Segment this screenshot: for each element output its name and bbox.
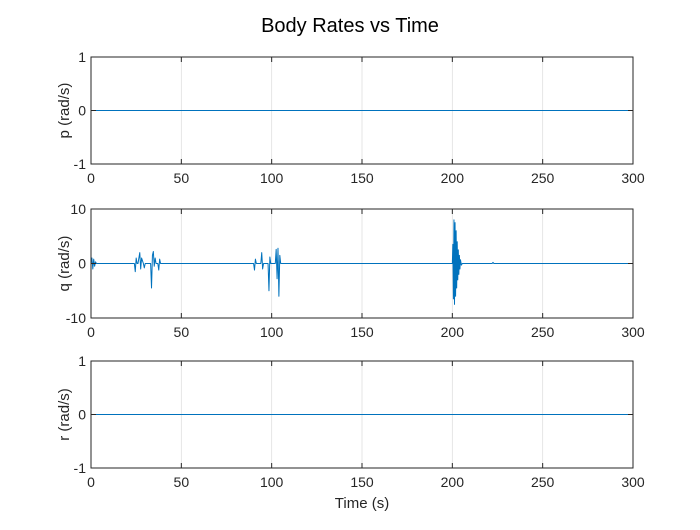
subplot-3-xtick-label-4: 200 [441,474,465,490]
subplot-3-ytick-label-1: 0 [78,407,86,423]
subplot-1-xtick-label-5: 250 [531,170,555,186]
subplot-3-xtick-label-5: 250 [531,474,555,490]
subplot-2-xtick-label-5: 250 [531,324,555,340]
subplot-2-xtick-label-2: 100 [260,324,284,340]
subplot-2-xtick-label-1: 50 [174,324,190,340]
subplot-1-xtick-label-1: 50 [174,170,190,186]
subplot-3-xtick-label-0: 0 [87,474,95,490]
subplot-3-xtick-label-6: 300 [621,474,645,490]
subplot-1-ytick-label-0: -1 [74,156,87,172]
subplot-3-xlabel: Time (s) [335,495,389,512]
subplot-1-ytick-label-1: 0 [78,103,86,119]
subplot-3-xtick-label-1: 50 [174,474,190,490]
figure-title: Body Rates vs Time [261,15,439,37]
subplot-2-xtick-label-3: 150 [350,324,374,340]
subplot-3-xtick-label-2: 100 [260,474,284,490]
subplot-1-ylabel: p (rad/s) [56,83,73,139]
subplot-1-xtick-label-2: 100 [260,170,284,186]
subplot-3-ytick-label-2: 1 [78,353,86,369]
subplot-3-xtick-label-3: 150 [350,474,374,490]
subplot-2-series-1-line [90,219,633,305]
subplot-2-xtick-label-6: 300 [621,324,645,340]
subplot-2-ytick-label-2: 10 [70,201,86,217]
subplot-2-ylabel: q (rad/s) [56,236,73,292]
subplot-2-ytick-label-0: -10 [66,310,86,326]
subplot-2-xtick-label-0: 0 [87,324,95,340]
subplot-1-xtick-label-4: 200 [441,170,465,186]
subplot-2-xtick-label-4: 200 [441,324,465,340]
subplot-1-ytick-label-2: 1 [78,49,86,65]
subplot-3-ytick-label-0: -1 [74,460,87,476]
subplot-1-xtick-label-3: 150 [350,170,374,186]
subplot-1-xtick-label-0: 0 [87,170,95,186]
subplot-2-ytick-label-1: 0 [78,256,86,272]
subplot-3-ylabel: r (rad/s) [56,388,73,441]
subplot-1-xtick-label-6: 300 [621,170,645,186]
